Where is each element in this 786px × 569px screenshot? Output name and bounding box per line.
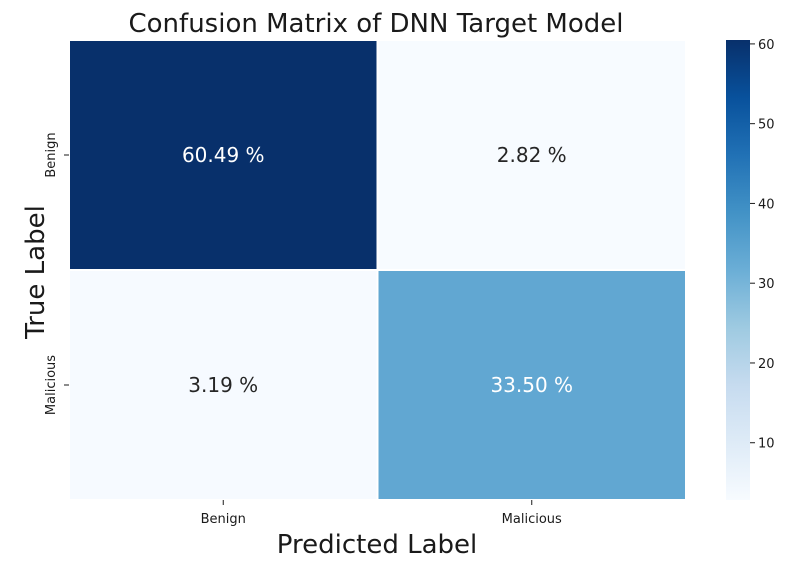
- x-axis-label: Predicted Label: [277, 530, 477, 560]
- colorbar-tick-label: 60: [758, 38, 775, 53]
- heatmap-cell-labels: 60.49 % 2.82 % 3.19 % 33.50 %: [182, 143, 573, 397]
- y-tick-label: Benign: [44, 132, 59, 177]
- cell-value-label: 33.50 %: [490, 373, 573, 397]
- x-tick-label: Malicious: [502, 512, 562, 527]
- y-axis-ticks: Benign Malicious: [44, 132, 69, 415]
- colorbar-tick-label: 40: [758, 197, 775, 212]
- colorbar: [726, 40, 750, 500]
- cell-value-label: 2.82 %: [497, 143, 567, 167]
- heatmap-cell: [376, 269, 687, 501]
- x-axis-ticks: Benign Malicious: [201, 500, 562, 527]
- heatmap-cells: [68, 39, 687, 501]
- colorbar-tick-label: 10: [758, 437, 775, 452]
- heatmap-cell: [376, 39, 687, 271]
- colorbar-ticks: 10 20 30 40 50 60: [750, 38, 775, 452]
- y-tick-label: Malicious: [44, 355, 59, 415]
- colorbar-tick-label: 50: [758, 118, 775, 133]
- chart-title: Confusion Matrix of DNN Target Model: [129, 9, 624, 39]
- cell-value-label: 3.19 %: [188, 373, 258, 397]
- heatmap-cell: [68, 39, 379, 271]
- y-axis-label: True Label: [21, 205, 51, 340]
- x-tick-label: Benign: [201, 512, 246, 527]
- heatmap-cell: [68, 269, 379, 501]
- colorbar-tick-label: 20: [758, 357, 775, 372]
- colorbar-tick-label: 30: [758, 277, 775, 292]
- cell-value-label: 60.49 %: [182, 143, 265, 167]
